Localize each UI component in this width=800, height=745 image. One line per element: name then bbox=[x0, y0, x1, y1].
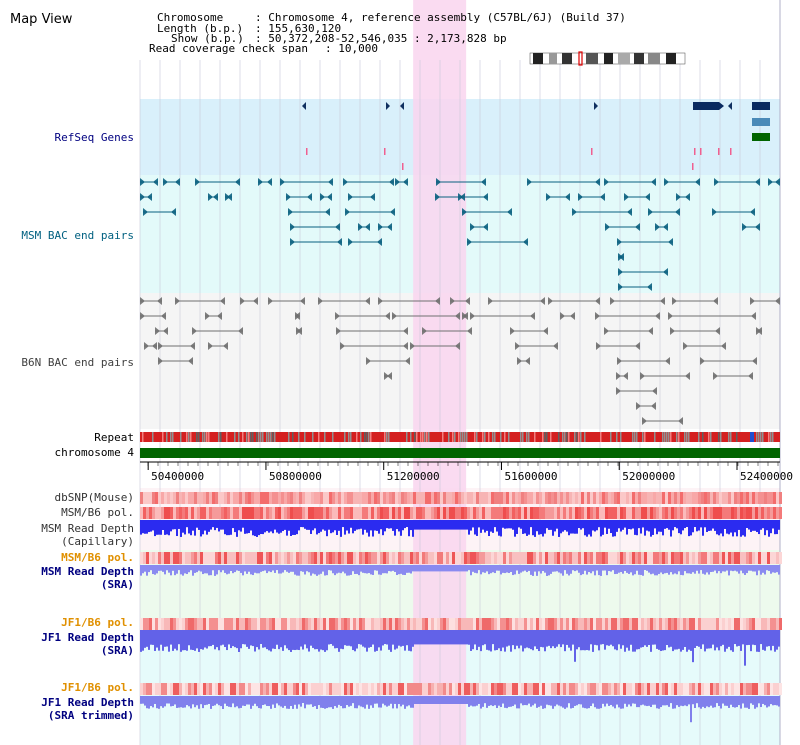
axis-tick-label: 51200000 bbox=[387, 470, 440, 483]
msm-b6-pol-strip-1[interactable] bbox=[140, 507, 782, 519]
track-label-msm-read-depth-capillary: MSM Read Depth bbox=[41, 522, 134, 535]
msm-bac-pairs[interactable] bbox=[140, 178, 780, 291]
track-label-msm-b6-pol-1: MSM/B6 pol. bbox=[61, 506, 134, 519]
track-label-repeat: Repeat bbox=[94, 431, 134, 444]
chromosome-value: : Chromosome 4, reference assembly (C57B… bbox=[255, 11, 626, 24]
jf1-b6-pol-strip-1[interactable] bbox=[140, 618, 782, 630]
track-label-msm-read-depth-sra-sub: (SRA) bbox=[101, 578, 134, 591]
map-view-title: Map View bbox=[10, 12, 73, 27]
show-key: Show (b.p.) bbox=[171, 32, 244, 45]
msm-b6-pol-strip-2[interactable] bbox=[140, 552, 782, 564]
chromosome-bar[interactable] bbox=[140, 448, 780, 458]
track-features bbox=[140, 102, 782, 723]
track-label-jf1-b6-pol-1: JF1/B6 pol. bbox=[61, 616, 134, 629]
track-label-refseq-genes: RefSeq Genes bbox=[55, 131, 134, 144]
b6n-bac-pairs[interactable] bbox=[140, 297, 780, 425]
show-value: : 50,372,208-52,546,035 : 2,173,828 bp bbox=[255, 32, 507, 45]
track-label-jf1-read-depth-trimmed: JF1 Read Depth bbox=[41, 696, 134, 709]
length-value: : 155,630,120 bbox=[255, 22, 341, 35]
coordinate-axis: 50400000 50800000 51200000 51600000 52000000… bbox=[140, 461, 793, 483]
coverage-key: Read coverage check span bbox=[149, 42, 308, 55]
track-label-jf1-b6-pol-2: JF1/B6 pol. bbox=[61, 681, 134, 694]
dbsnp-strip[interactable] bbox=[140, 492, 782, 504]
refseq-gene-features[interactable] bbox=[302, 102, 770, 170]
track-label-jf1-read-depth-trimmed-sub: (SRA trimmed) bbox=[48, 709, 134, 722]
chromosome-ideogram[interactable] bbox=[529, 51, 686, 66]
track-label-dbsnp: dbSNP(Mouse) bbox=[55, 491, 134, 504]
jf1-b6-pol-strip-2[interactable] bbox=[140, 683, 782, 695]
msm-read-depth-capillary[interactable] bbox=[140, 520, 780, 537]
track-label-msm-b6-pol-2: MSM/B6 pol. bbox=[61, 551, 134, 564]
track-label-jf1-read-depth-sra-sub: (SRA) bbox=[101, 644, 134, 657]
axis-tick-label: 50400000 bbox=[151, 470, 204, 483]
track-label-jf1-read-depth-sra: JF1 Read Depth bbox=[41, 631, 134, 644]
axis-tick-label: 50800000 bbox=[269, 470, 322, 483]
axis-tick-label: 52000000 bbox=[622, 470, 675, 483]
track-label-msm-read-depth-sra: MSM Read Depth bbox=[41, 565, 134, 578]
track-label-b6n-bac-end-pairs: B6N BAC end pairs bbox=[21, 356, 134, 369]
axis-tick-label: 52400000 bbox=[740, 470, 793, 483]
jf1-read-depth-sra-trimmed[interactable] bbox=[140, 696, 780, 723]
ideogram-position-marker bbox=[578, 51, 583, 66]
chromosome-key: Chromosome bbox=[157, 11, 223, 24]
jf1-read-depth-sra[interactable] bbox=[140, 630, 780, 666]
coverage-value: : 10,000 bbox=[325, 42, 378, 55]
track-label-msm-bac-end-pairs: MSM BAC end pairs bbox=[21, 229, 134, 242]
msm-read-depth-sra[interactable] bbox=[140, 565, 780, 576]
track-label-chromosome: chromosome 4 bbox=[55, 446, 135, 459]
repeat-track[interactable] bbox=[140, 432, 780, 442]
length-key: Length (b.p.) bbox=[157, 22, 243, 35]
track-label-msm-read-depth-capillary-sub: (Capillary) bbox=[61, 535, 134, 548]
axis-tick-label: 51600000 bbox=[504, 470, 557, 483]
chromosome-info-header: Chromosome : Chromosome 4, reference ass… bbox=[149, 11, 626, 55]
